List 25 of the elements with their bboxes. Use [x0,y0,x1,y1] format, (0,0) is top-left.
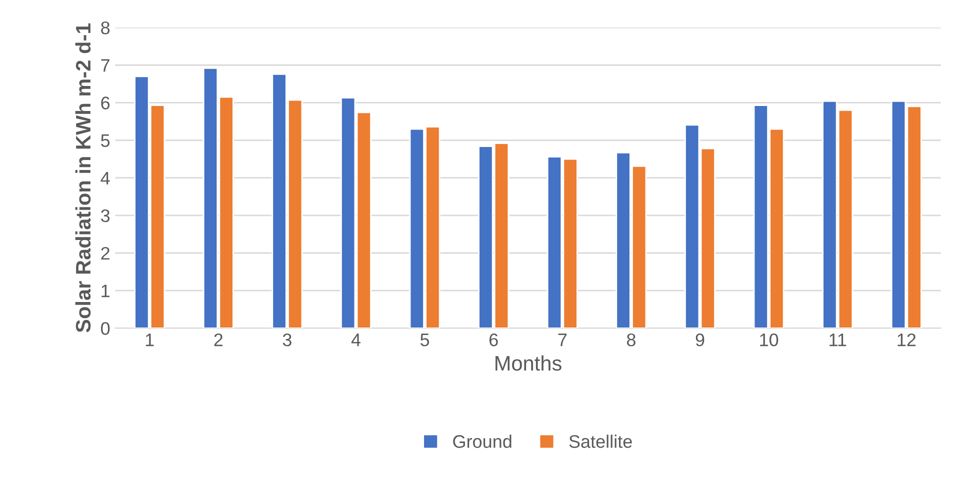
y-tick-label: 6 [101,96,110,110]
y-tick-label: 3 [100,209,110,222]
x-tick-label: 1 [146,334,154,346]
y-tick-label: 8 [101,21,110,34]
y-tick-label: 4 [100,172,110,184]
x-tick-label: 10 [760,333,778,346]
x-tick-label: 5 [420,334,430,346]
x-axis-title: Months [496,355,562,371]
legend-label: Satellite [569,434,632,448]
x-tick-label: 7 [558,334,567,346]
y-tick-label: 2 [101,246,110,260]
y-tick-label: 7 [101,59,110,72]
x-tick-label: 4 [351,334,360,346]
y-tick-label: 0 [101,322,110,335]
x-tick-label: 6 [489,333,498,346]
legend-label: Ground [453,434,512,448]
y-tick-label: 5 [101,134,110,147]
x-tick-label: 12 [898,333,916,346]
x-tick-label: 3 [282,333,292,346]
y-tick-label: 1 [102,284,110,298]
x-tick-label: 11 [830,334,846,346]
x-tick-label: 8 [626,333,636,346]
x-tick-label: 9 [696,333,704,346]
y-axis-title: Solar Radiation in KWh m-2 d-1 [75,23,91,332]
x-tick-label: 2 [214,333,223,346]
